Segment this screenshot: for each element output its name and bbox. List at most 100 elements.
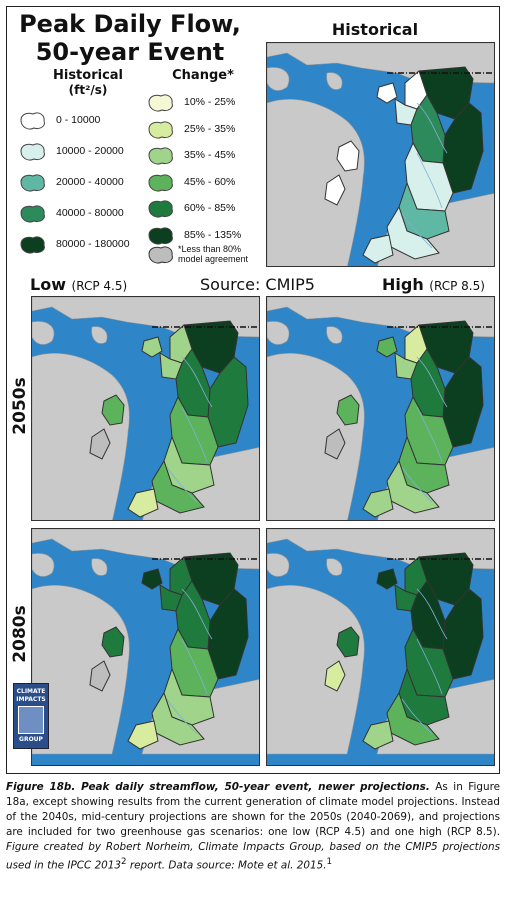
logo-emblem	[18, 706, 44, 734]
basin-nisqually	[362, 234, 394, 264]
legend-historical-label: 0 - 10000	[56, 114, 101, 126]
land-island	[326, 72, 343, 90]
legend-agreement-note-text: *Less than 80% model agreement	[178, 244, 249, 264]
river-2	[181, 638, 208, 695]
river-3	[166, 466, 198, 503]
river-3	[166, 698, 198, 735]
basin-skokomish	[324, 660, 346, 692]
legend-change-label: 45% - 60%	[184, 175, 236, 188]
basin-elwha	[336, 626, 360, 658]
land-peninsula	[267, 353, 365, 520]
map-layer	[32, 297, 259, 520]
legend-change-item: 85% - 135%	[146, 225, 266, 249]
river-2	[181, 406, 208, 463]
legend-agreement-swatch	[148, 246, 173, 264]
basin-puyallup	[386, 691, 440, 746]
climate-impacts-group-logo: CLIMATE IMPACTS GROUP	[13, 683, 49, 749]
river-2	[416, 638, 443, 695]
legend-historical-item: 20000 - 40000	[18, 172, 138, 196]
legend-change-swatch	[148, 173, 173, 191]
logo-line-2: IMPACTS	[16, 696, 46, 703]
legend-change-item: 25% - 35%	[146, 119, 266, 143]
legend-historical-swatch	[20, 205, 45, 223]
legend-change-swatch	[148, 147, 173, 165]
caption-footnote-1: 2	[121, 857, 127, 867]
land-peninsula	[267, 99, 365, 266]
caption-source: report. Data source: Mote et al. 2015.	[126, 859, 327, 872]
basin-elwha	[336, 394, 360, 426]
basin-fraser-tributary	[141, 568, 163, 590]
basin-puyallup	[151, 691, 205, 746]
basin-nisqually	[362, 488, 394, 518]
legend-historical-label: 10000 - 20000	[56, 145, 124, 157]
map-layer	[267, 43, 494, 266]
river-2	[416, 152, 443, 209]
legend-historical-label: 40000 - 80000	[56, 207, 124, 219]
legend-historical-header: Historical (ft²/s)	[38, 68, 138, 97]
basin-nisqually	[362, 720, 394, 750]
land-island-west	[32, 321, 55, 345]
land-peninsula	[32, 353, 130, 520]
land-island-west	[267, 553, 290, 577]
caption-body: As in Figure 18a, except showing results…	[6, 781, 500, 838]
figure-caption: Figure 18b. Peak daily streamflow, 50-ye…	[6, 780, 500, 873]
logo-line-3: GROUP	[19, 736, 43, 743]
basin-elwha	[101, 626, 125, 658]
land-island	[326, 326, 343, 344]
legend-historical-swatch	[20, 174, 45, 192]
legend-change-label: 25% - 35%	[184, 122, 236, 135]
source-label: Source: CMIP5	[200, 275, 315, 294]
map-layer	[32, 529, 259, 755]
figure-title: Peak Daily Flow, 50-year Event	[10, 10, 250, 66]
caption-heading: Figure 18b. Peak daily streamflow, 50-ye…	[6, 781, 430, 793]
basin-fraser-tributary	[376, 568, 398, 590]
basin-skokomish	[89, 660, 111, 692]
legend-historical-item: 0 - 10000	[18, 110, 138, 134]
high-scenario-label: High (RCP 8.5)	[382, 275, 485, 294]
title-line-1: Peak Daily Flow,	[19, 10, 241, 38]
river-3	[401, 466, 433, 503]
logo-line-1: CLIMATE	[16, 688, 46, 695]
map-2080s-high	[266, 528, 495, 766]
basin-nisqually	[127, 720, 159, 750]
historical-map-title: Historical	[331, 20, 419, 39]
land-island	[91, 558, 108, 576]
land-island-west	[32, 553, 55, 577]
basin-skokomish	[324, 428, 346, 460]
basin-skokomish	[324, 174, 346, 206]
legend-historical-item: 10000 - 20000	[18, 141, 138, 165]
low-label-main: Low	[30, 275, 66, 294]
land-island	[326, 558, 343, 576]
legend-historical-item: 80000 - 180000	[18, 234, 138, 258]
historical-map	[266, 42, 495, 267]
map-layer	[267, 297, 494, 520]
map-2050s-high	[266, 296, 495, 521]
legend-change-swatch	[148, 226, 173, 244]
river-3	[401, 698, 433, 735]
river-1	[416, 102, 448, 154]
legend-historical-unit: (ft²/s)	[68, 83, 108, 97]
caption-credit: Figure created by Robert Norheim, Climat…	[6, 841, 500, 872]
basin-nisqually	[127, 488, 159, 518]
basin-fraser-tributary	[376, 336, 398, 358]
river-3	[401, 212, 433, 249]
map-2050s-low	[31, 296, 260, 521]
river-1	[181, 588, 213, 640]
legend-change-header: Change*	[172, 68, 234, 83]
river-1	[416, 588, 448, 640]
land-peninsula	[267, 585, 365, 755]
row-label-2050s: 2050s	[10, 377, 30, 435]
low-label-sub: (RCP 4.5)	[71, 279, 128, 293]
river-1	[181, 356, 213, 408]
legend-change-label: 10% - 25%	[184, 96, 236, 108]
land-island	[91, 326, 108, 344]
map-layer	[267, 529, 494, 755]
basin-puyallup	[386, 205, 440, 260]
caption-footnote-2: 1	[326, 857, 333, 867]
land-island-west	[267, 67, 290, 91]
title-line-2: 50-year Event	[35, 38, 225, 66]
basin-puyallup	[151, 459, 205, 514]
legend-change-item: 10% - 25%	[146, 92, 266, 116]
legend-change-item: 60% - 85%	[146, 198, 266, 222]
legend-historical-swatch	[20, 112, 45, 130]
